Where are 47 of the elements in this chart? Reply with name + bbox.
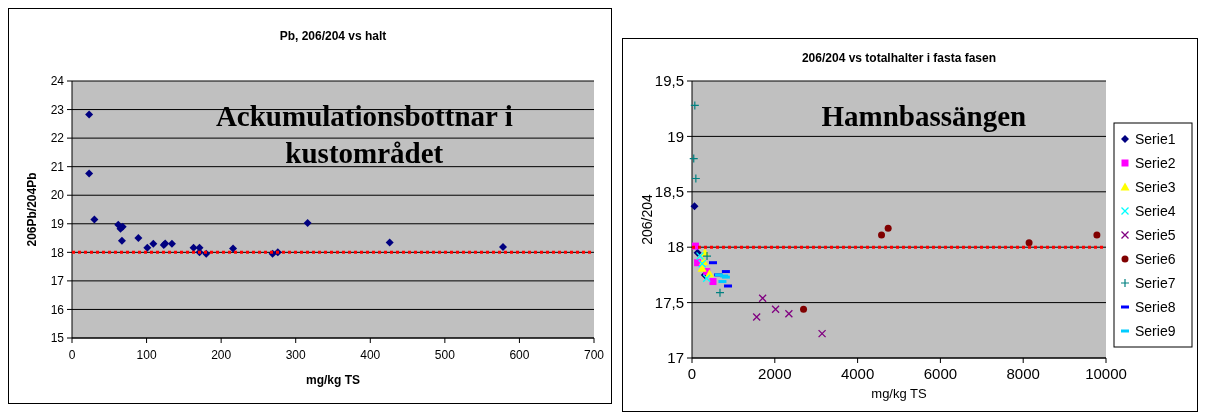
annotation: Ackumulationsbottnar i kustområdet [215,100,513,169]
x-tick-label: 400 [360,348,381,362]
legend-label: Serie8 [1135,298,1176,315]
y-tick-label: 15 [50,331,65,346]
y-tick-label: 16 [50,302,65,317]
x-tick-label: 0 [687,365,697,382]
x-tick-label: 600 [509,348,530,362]
y-tick-label: 18,5 [654,183,684,201]
legend-label: Serie2 [1135,154,1176,171]
annotation: Hamnbassängen [821,100,1027,132]
y-tick-label: 18 [667,238,684,256]
legend-label: Serie3 [1135,178,1176,195]
y-axis-title: 206Pb/204Pb [25,172,39,247]
x-tick-label: 8000 [1006,365,1040,382]
y-axis-title: 206/204 [639,193,655,245]
x-tick-label: 700 [583,348,605,362]
y-tick-label: 22 [50,131,65,146]
x-tick-label: 0 [68,348,76,362]
y-tick-label: 17 [667,349,684,367]
legend-label: Serie4 [1135,202,1176,219]
x-tick-label: 2000 [758,365,792,382]
y-tick-label: 20 [50,188,65,203]
x-tick-label: 6000 [923,365,958,382]
y-tick-label: 19 [667,127,684,145]
x-tick-label: 100 [136,348,157,362]
chart-title: 206/204 vs totalhalter i fasta fasen [801,51,997,65]
y-tick-label: 24 [50,74,65,89]
x-axis-title: mg/kg TS [871,386,928,401]
y-tick-label: 17,5 [654,293,684,311]
legend-label: Serie5 [1135,226,1176,243]
x-tick-label: 4000 [840,365,875,382]
legend-label: Serie6 [1135,250,1176,267]
y-tick-label: 21 [50,159,65,174]
y-tick-label: 19 [50,216,65,231]
y-tick-label: 17 [50,274,65,289]
y-tick-label: 18 [50,245,65,260]
x-tick-label: 500 [434,348,456,362]
x-tick-label: 300 [285,348,307,362]
x-axis-title: mg/kg TS [305,373,361,387]
x-tick-label: 10000 [1085,365,1127,382]
legend-label: Serie9 [1135,322,1176,339]
x-tick-label: 200 [211,348,232,362]
chart-title: Pb, 206/204 vs halt [279,29,387,43]
legend-label: Serie7 [1135,274,1176,291]
y-tick-label: 19,5 [654,72,684,90]
legend-label: Serie1 [1135,130,1176,147]
y-tick-label: 23 [50,102,65,117]
